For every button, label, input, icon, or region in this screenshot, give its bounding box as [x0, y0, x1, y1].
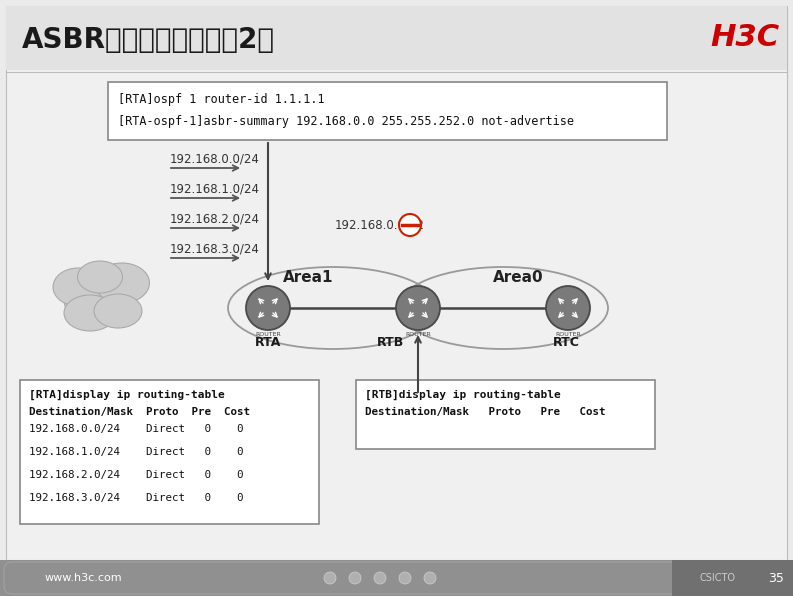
Text: 192.168.3.0/24: 192.168.3.0/24	[170, 243, 260, 256]
Text: ROUTER: ROUTER	[555, 332, 581, 337]
FancyBboxPatch shape	[356, 380, 655, 449]
Circle shape	[399, 214, 421, 236]
Circle shape	[546, 286, 590, 330]
Ellipse shape	[64, 295, 116, 331]
Text: 192.168.0.0/24: 192.168.0.0/24	[170, 153, 260, 166]
Text: Destination/Mask   Proto   Pre   Cost: Destination/Mask Proto Pre Cost	[365, 407, 606, 417]
Text: ASBR上路由聚合示例（2）: ASBR上路由聚合示例（2）	[22, 26, 275, 54]
Circle shape	[396, 286, 440, 330]
Text: [RTA]ospf 1 router-id 1.1.1.1: [RTA]ospf 1 router-id 1.1.1.1	[118, 94, 324, 107]
FancyBboxPatch shape	[20, 380, 319, 524]
Circle shape	[424, 572, 436, 584]
Text: Area1: Area1	[283, 271, 333, 285]
FancyBboxPatch shape	[108, 82, 667, 140]
Text: 192.168.3.0/24    Direct   0    0: 192.168.3.0/24 Direct 0 0	[29, 493, 243, 503]
Circle shape	[324, 572, 336, 584]
Text: 192.168.0.0/22: 192.168.0.0/22	[335, 219, 425, 231]
Text: 192.168.2.0/24: 192.168.2.0/24	[170, 213, 260, 226]
Ellipse shape	[53, 268, 103, 306]
Ellipse shape	[94, 294, 142, 328]
FancyBboxPatch shape	[6, 6, 787, 560]
Text: RTB: RTB	[377, 336, 404, 349]
Text: ROUTER: ROUTER	[405, 332, 431, 337]
Circle shape	[349, 572, 361, 584]
Text: Destination/Mask  Proto  Pre  Cost: Destination/Mask Proto Pre Cost	[29, 407, 250, 417]
Text: Area0: Area0	[492, 271, 543, 285]
Text: ROUTER: ROUTER	[255, 332, 281, 337]
Text: RTA: RTA	[255, 336, 282, 349]
Text: 192.168.2.0/24    Direct   0    0: 192.168.2.0/24 Direct 0 0	[29, 470, 243, 480]
Circle shape	[246, 286, 290, 330]
Ellipse shape	[94, 263, 150, 303]
Text: 35: 35	[768, 572, 784, 585]
Text: www.h3c.com: www.h3c.com	[45, 573, 123, 583]
Ellipse shape	[78, 261, 122, 293]
Text: [RTB]display ip routing-table: [RTB]display ip routing-table	[365, 390, 561, 400]
FancyBboxPatch shape	[6, 6, 787, 70]
Text: H3C: H3C	[711, 23, 780, 52]
Text: [RTA]display ip routing-table: [RTA]display ip routing-table	[29, 390, 224, 400]
Ellipse shape	[64, 274, 136, 326]
Text: CSICTO: CSICTO	[700, 573, 736, 583]
FancyBboxPatch shape	[0, 560, 793, 596]
Text: 192.168.0.0/24    Direct   0    0: 192.168.0.0/24 Direct 0 0	[29, 424, 243, 434]
Text: 192.168.1.0/24: 192.168.1.0/24	[170, 183, 260, 196]
Text: 192.168.1.0/24    Direct   0    0: 192.168.1.0/24 Direct 0 0	[29, 447, 243, 457]
Text: [RTA-ospf-1]asbr-summary 192.168.0.0 255.255.252.0 not-advertise: [RTA-ospf-1]asbr-summary 192.168.0.0 255…	[118, 116, 574, 129]
Text: RTC: RTC	[553, 336, 580, 349]
Circle shape	[399, 572, 411, 584]
FancyBboxPatch shape	[672, 560, 793, 596]
Circle shape	[374, 572, 386, 584]
